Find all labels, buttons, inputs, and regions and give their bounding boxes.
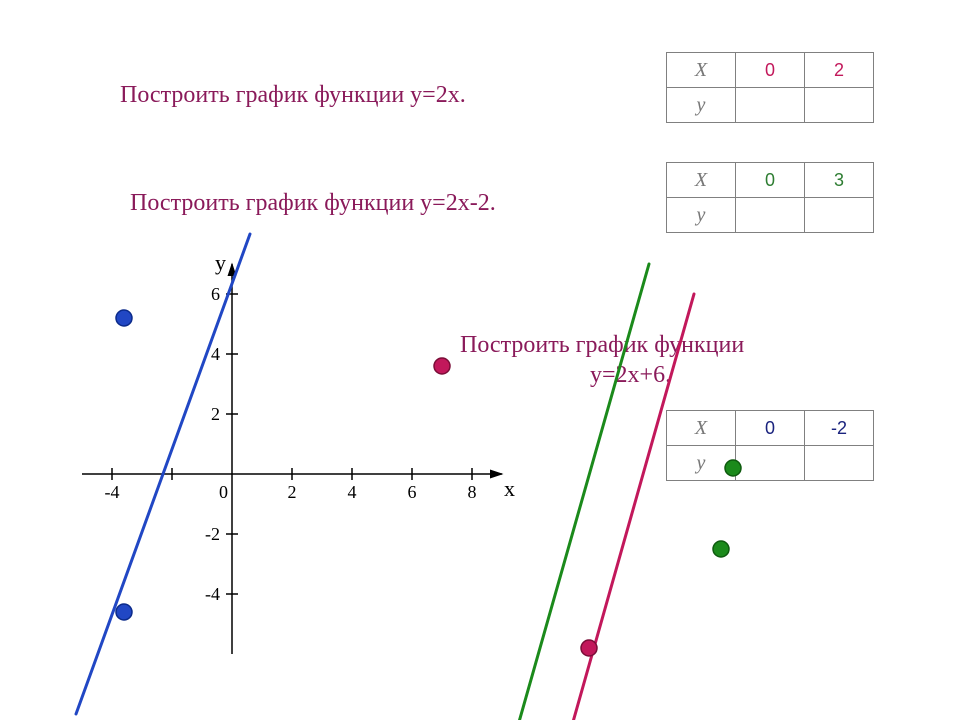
magenta-dot-1	[434, 358, 450, 374]
green-dot-2	[713, 541, 729, 557]
blue-line	[76, 234, 250, 714]
blue-dot-1	[116, 310, 132, 326]
green-dot-1	[725, 460, 741, 476]
blue-dot-2	[116, 604, 132, 620]
plot-lines	[0, 0, 960, 720]
magenta-dot-2	[581, 640, 597, 656]
